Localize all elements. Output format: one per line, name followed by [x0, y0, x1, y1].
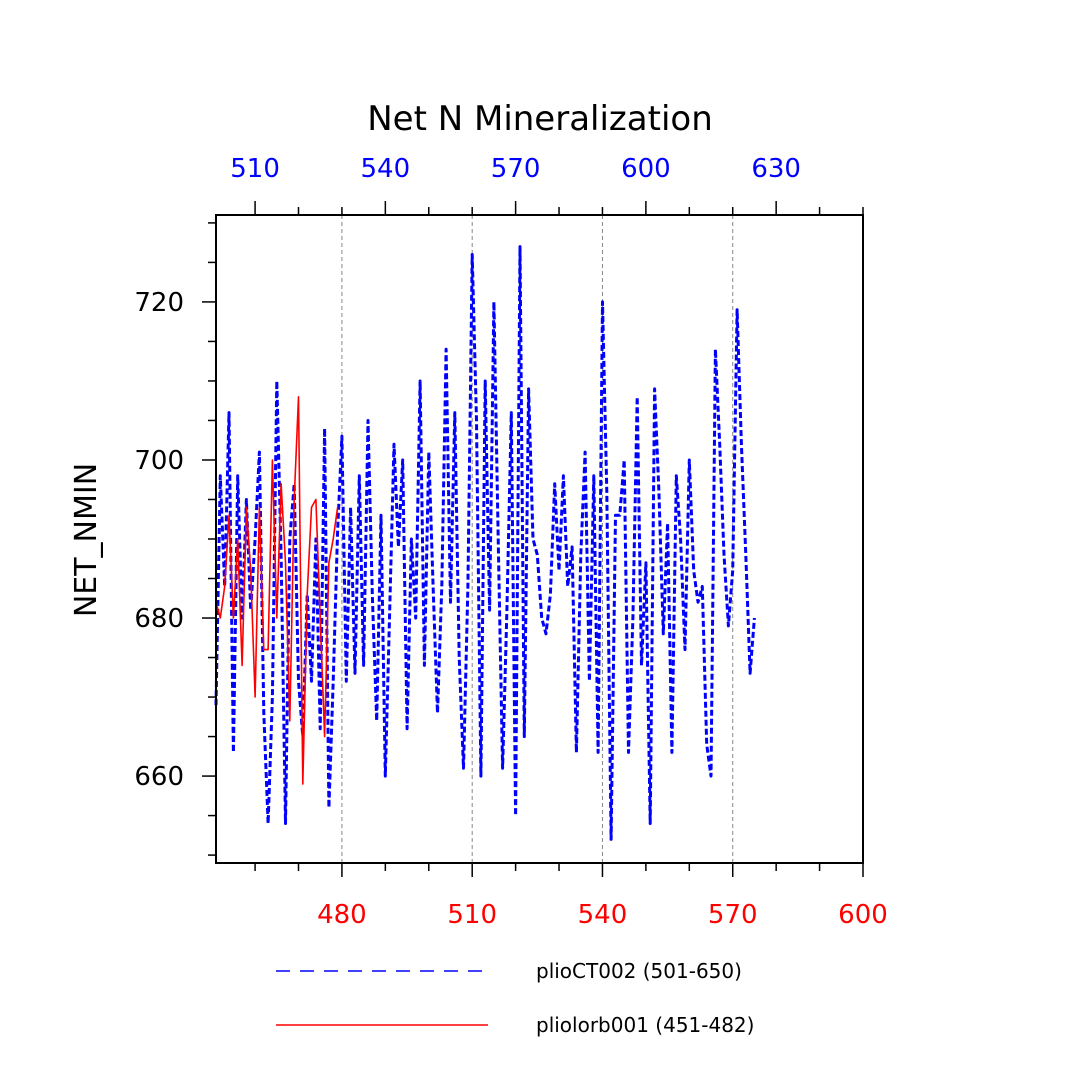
legend: plioCT002 (501-650) pliolorb001 (451-482… [276, 959, 754, 1037]
y-tick-label-700: 700 [134, 446, 184, 476]
top-tick-label-630: 630 [751, 154, 801, 184]
bottom-tick-label-480: 480 [317, 900, 367, 930]
legend-label-pliolorb001: pliolorb001 (451-482) [536, 1013, 754, 1037]
bottom-tick-label-540: 540 [578, 900, 628, 930]
series-line-1 [215, 395, 339, 785]
top-tick-label-600: 600 [621, 154, 671, 184]
top-tick-label-510: 510 [230, 154, 280, 184]
series-layer [214, 245, 756, 841]
bottom-tick-label-570: 570 [708, 900, 758, 930]
top-tick-label-570: 570 [491, 154, 541, 184]
top-tick-label-540: 540 [361, 154, 411, 184]
y-axis-label: NET_NMIN [69, 463, 104, 617]
plot-frame [215, 214, 864, 864]
bottom-tick-label-510: 510 [447, 900, 497, 930]
legend-label-plioct002: plioCT002 (501-650) [536, 959, 742, 983]
chart-title: Net N Mineralization [367, 99, 713, 139]
y-tick-label-680: 680 [134, 604, 184, 634]
y-tick-label-720: 720 [134, 288, 184, 318]
bottom-tick-label-600: 600 [838, 900, 888, 930]
series-line-0 [214, 245, 756, 841]
y-tick-label-660: 660 [134, 762, 184, 792]
axis-layer: 660 680 700 720 480 510 540 570 600 510 540 570 600 6… [134, 154, 887, 930]
